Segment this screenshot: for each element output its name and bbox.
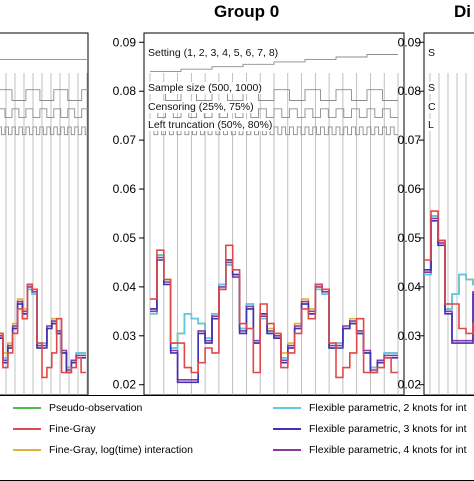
y-tick-label: 0.06 — [398, 182, 422, 196]
series-line-partial — [424, 217, 474, 342]
legend-item-flex-2-knots: Flexible parametric, 2 knots for int — [273, 402, 467, 414]
factor-line — [0, 89, 88, 101]
legend-swatch — [273, 407, 301, 409]
left-panel-partial — [0, 32, 89, 396]
factor-label: Censoring (25%, 75%) — [147, 100, 255, 113]
y-tick-label: 0.09 — [113, 35, 137, 49]
y-tick-label: 0.02 — [398, 378, 422, 392]
legend-swatch — [13, 449, 41, 451]
factor-label-partial: C — [427, 100, 437, 113]
y-tick-label: 0.05 — [113, 231, 137, 245]
legend: Pseudo-observation Fine-Gray Fine-Gray, … — [0, 395, 474, 481]
factor-line — [0, 108, 88, 119]
factor-label: Sample size (500, 1000) — [147, 81, 263, 94]
y-tick-label: 0.07 — [398, 133, 422, 147]
factor-line — [150, 54, 398, 73]
series-line-partial — [424, 220, 474, 344]
y-tick-label: 0.06 — [113, 182, 137, 196]
legend-label: Fine-Gray — [49, 423, 96, 435]
legend-item-flex-3-knots: Flexible parametric, 3 knots for int — [273, 423, 467, 435]
legend-swatch — [13, 407, 41, 409]
factor-label-partial: L — [427, 118, 435, 131]
factor-label-partial: S — [427, 46, 437, 59]
legend-item-fine-gray: Fine-Gray — [13, 423, 96, 435]
y-tick-label: 0.05 — [398, 231, 422, 245]
factor-label-partial: S — [427, 81, 437, 94]
y-tick-label: 0.08 — [113, 84, 137, 98]
legend-label: Flexible parametric, 4 knots for int — [309, 444, 467, 456]
series-line-partial — [424, 210, 474, 335]
series-line-fine-gray — [150, 244, 398, 379]
legend-item-flex-4-knots: Flexible parametric, 4 knots for int — [273, 444, 467, 456]
y-tick-label: 0.04 — [398, 280, 422, 294]
factor-line — [150, 108, 398, 119]
legend-label: Flexible parametric, 2 knots for int — [309, 402, 467, 414]
series-line-flexible-parametric-3-knots-for-int — [150, 259, 398, 384]
legend-swatch — [13, 428, 41, 430]
y-tick-label: 0.03 — [398, 329, 422, 343]
right-panel-title-partial: Di — [454, 2, 471, 21]
legend-swatch — [273, 428, 301, 430]
y-tick-label: 0.03 — [113, 329, 137, 343]
chart-title: Group 0 — [214, 2, 280, 21]
legend-label: Flexible parametric, 3 knots for int — [309, 423, 467, 435]
right-panel-partial: 0.09 0.08 0.07 0.06 0.05 0.04 0.03 0.02 — [398, 32, 474, 396]
legend-label: Fine-Gray, log(time) interaction — [49, 444, 193, 456]
legend-item-fine-gray-log-time: Fine-Gray, log(time) interaction — [13, 444, 193, 456]
series-line-partial — [424, 215, 474, 310]
y-tick-label: 0.07 — [113, 133, 137, 147]
y-tick-label: 0.02 — [113, 378, 137, 392]
legend-item-pseudo-observation: Pseudo-observation — [13, 402, 142, 414]
legend-label: Pseudo-observation — [49, 402, 143, 414]
series-line-partial — [0, 283, 86, 379]
y-tick-label: 0.04 — [113, 280, 137, 294]
factor-label: Setting (1, 2, 3, 4, 5, 6, 7, 8) — [147, 46, 280, 59]
y-tick-label: 0.08 — [398, 84, 422, 98]
y-tick-label: 0.09 — [398, 35, 422, 49]
legend-swatch — [273, 449, 301, 451]
factor-label: Left truncation (50%, 80%) — [147, 118, 274, 131]
factor-line — [0, 126, 88, 136]
